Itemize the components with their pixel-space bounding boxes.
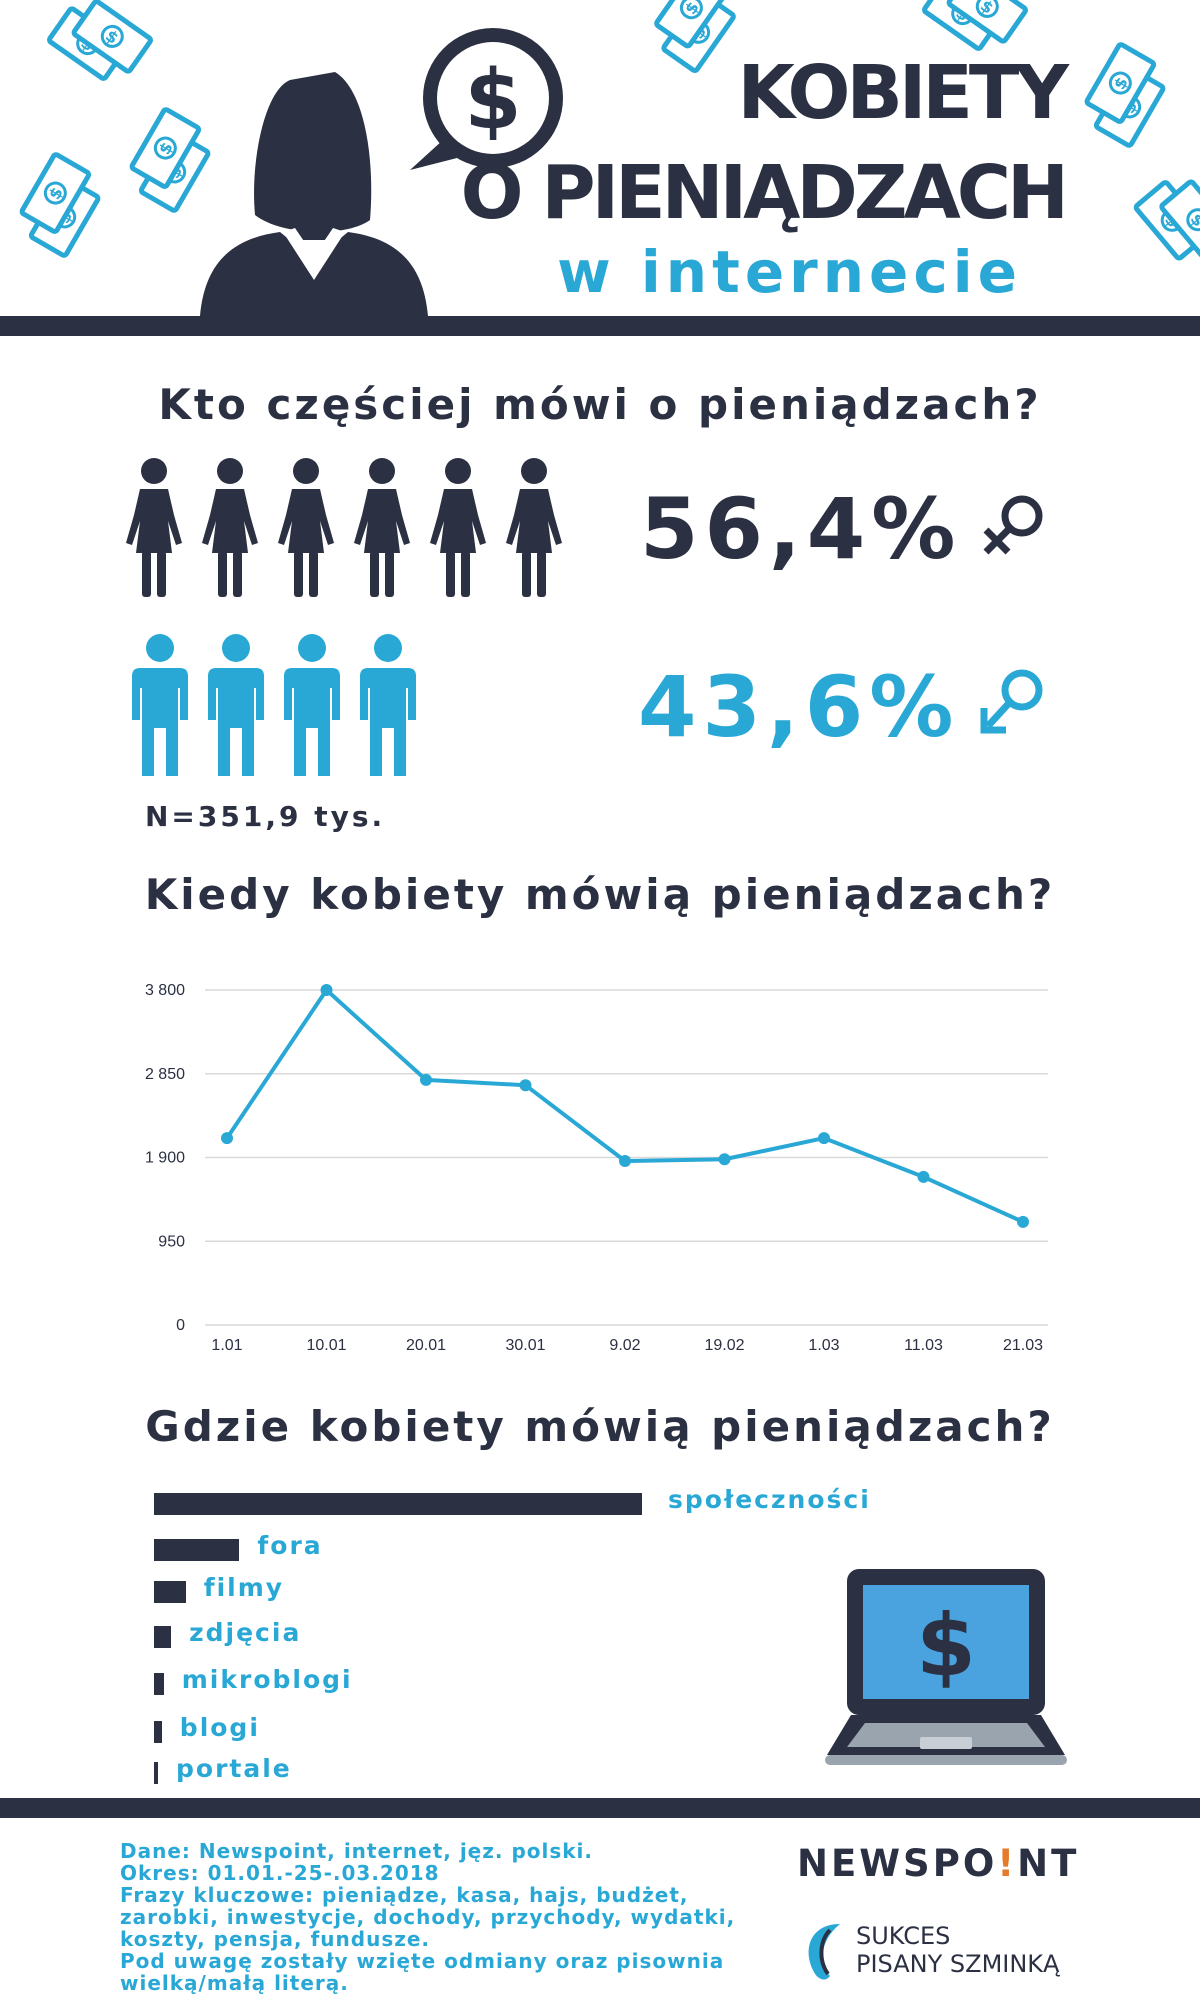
x-tick-label: 1.03 (808, 1337, 839, 1354)
data-point (917, 1170, 930, 1183)
source-bar-label: zdjęcia (189, 1618, 302, 1647)
data-point (420, 1073, 432, 1086)
female-person-icon (506, 458, 562, 597)
footer-note: Okres: 01.01.-25-.03.2018 (120, 1861, 440, 1885)
footer-notes: Dane: Newspoint, internet, jęz. polski. … (120, 1840, 780, 1994)
y-tick-label: 0 (176, 1317, 185, 1334)
money-bill-icon (48, 0, 151, 89)
sample-size: N=351,9 tys. (145, 800, 386, 833)
x-tick-label: 20.01 (406, 1337, 446, 1354)
logo-text: NT (1017, 1842, 1080, 1885)
line-chart: 0 950 1 900 2 850 3 800 1.01 10.01 20.01 30.01 9.… (145, 982, 1048, 1354)
female-percent: 56,4% (640, 480, 962, 578)
female-person-icon (126, 458, 182, 597)
laptop-icon: $ (825, 1569, 1067, 1765)
source-bar-label: blogi (179, 1713, 260, 1742)
header-divider (0, 316, 1200, 336)
dollar-icon: $ (464, 53, 521, 148)
logo-text: NEWSPO (797, 1842, 998, 1885)
source-bar-label: portale (176, 1754, 292, 1783)
y-tick-label: 2 850 (145, 1066, 185, 1083)
source-bar (154, 1493, 642, 1515)
male-percent: 43,6% (638, 658, 960, 756)
x-tick-label: 1.01 (211, 1337, 242, 1354)
gender-heading: Kto częściej mówi o pieniądzach? (158, 380, 1042, 429)
female-person-icon (202, 458, 258, 597)
source-bar (154, 1539, 240, 1561)
x-tick-label: 11.03 (904, 1337, 943, 1354)
footer-note: Pod uwagę zostały wzięte odmiany oraz pi… (120, 1949, 725, 1995)
source-bar-label: fora (257, 1531, 323, 1560)
source-bar-label: mikroblogi (181, 1665, 353, 1694)
title-line-3: w internecie (557, 238, 1022, 306)
data-point (1017, 1215, 1029, 1228)
x-tick-label: 10.01 (306, 1337, 346, 1354)
y-tick-label: 950 (158, 1233, 185, 1250)
newspoint-logo: NEWSPO!NT (797, 1842, 1079, 1885)
source-bar (154, 1626, 172, 1648)
x-tick-label: 9.02 (609, 1337, 640, 1354)
logo-line: SUKCES (856, 1922, 951, 1950)
source-bar (154, 1721, 162, 1743)
header: $ $ KOBIETY O PIENIĄDZACH w (0, 0, 1200, 336)
x-tick-label: 30.01 (505, 1337, 545, 1354)
data-point (519, 1079, 532, 1092)
female-icons-row (126, 458, 562, 597)
title-line-1: KOBIETY (737, 50, 1069, 136)
lipstick-swirl-icon (808, 1924, 840, 1980)
money-bill-icon (1078, 44, 1172, 147)
y-tick-label: 3 800 (145, 982, 185, 999)
dollar-icon: $ (916, 1596, 976, 1696)
male-person-icon (284, 634, 340, 776)
male-icons-row (132, 634, 416, 776)
data-point (320, 984, 333, 996)
logo-line: PISANY SZMINKĄ (856, 1950, 1060, 1978)
female-person-icon (354, 458, 410, 597)
female-person-icon (430, 458, 486, 597)
male-person-icon (208, 634, 264, 776)
data-point (818, 1132, 830, 1145)
sukces-pisany-szminka-logo: SUKCES PISANY SZMINKĄ (800, 1918, 1100, 1988)
source-bar-label: społeczności (668, 1485, 871, 1514)
source-bar (154, 1581, 186, 1603)
time-heading: Kiedy kobiety mówią pieniądzach? (144, 870, 1056, 919)
source-bar (154, 1762, 158, 1784)
male-person-icon (132, 634, 188, 776)
source-bar (154, 1673, 164, 1695)
male-symbol-icon (980, 669, 1043, 734)
male-person-icon (360, 634, 416, 776)
money-bill-icon (646, 0, 743, 72)
data-point (718, 1153, 731, 1166)
money-bill-icon (1135, 169, 1200, 272)
female-symbol-icon (983, 495, 1043, 555)
data-point (619, 1155, 631, 1168)
series-line (225, 988, 1024, 1224)
x-tick-label: 19.02 (704, 1337, 744, 1354)
logo-accent: ! (997, 1842, 1018, 1885)
source-bar-label: filmy (203, 1573, 285, 1602)
female-person-icon (278, 458, 334, 597)
title-line-2: O PIENIĄDZACH (460, 150, 1069, 236)
money-bill-icon (13, 154, 107, 257)
footer-note: Frazy kluczowe: pieniądze, kasa, hajs, b… (120, 1883, 736, 1951)
businesswoman-icon: $ (200, 28, 563, 316)
x-tick-label: 21.03 (1003, 1337, 1043, 1354)
footer-divider (0, 1798, 1200, 1818)
footer-note: Dane: Newspoint, internet, jęz. polski. (120, 1839, 594, 1863)
where-heading: Gdzie kobiety mówią pieniądzach? (145, 1402, 1055, 1451)
data-point (221, 1132, 233, 1145)
y-tick-label: 1 900 (145, 1150, 185, 1167)
